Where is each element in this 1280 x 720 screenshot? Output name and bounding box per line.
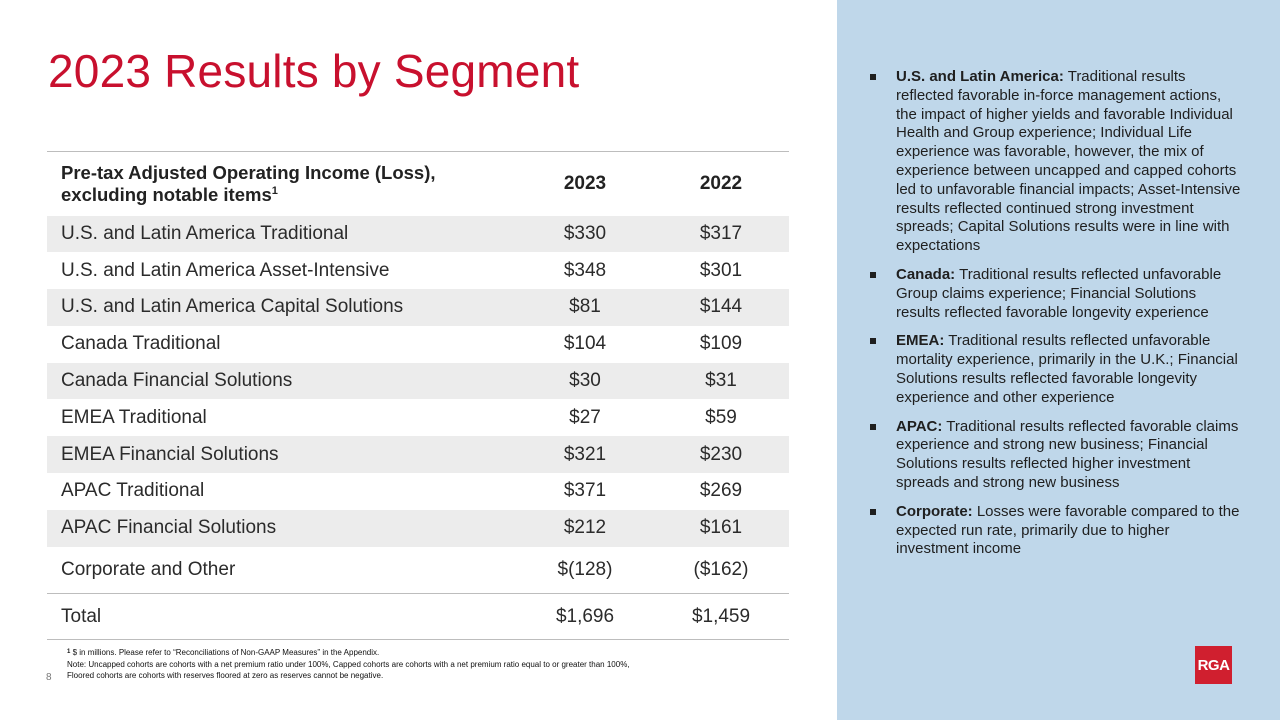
row-label: Canada Traditional [61,333,221,355]
row-label: APAC Financial Solutions [61,517,277,539]
value-2023: $371 [563,480,607,502]
list-item: EMEA: Traditional results reflected unfa… [868,332,1243,407]
row-label: EMEA Traditional [61,406,207,428]
footnote-1-marker: 1 [67,649,71,655]
square-bullet-icon [870,508,876,515]
total-2023: $1,696 [555,605,615,627]
value-2023: $27 [569,406,601,428]
bullet-text: Traditional results reflected favorable … [896,417,1239,491]
bullet-text: Traditional results reflected favorable … [896,68,1241,255]
bullet-text: Traditional results reflected unfavorabl… [896,332,1238,406]
row-label: Canada Financial Solutions [61,370,293,392]
side-panel [837,0,1280,720]
value-2022: $317 [699,222,743,244]
footnotes: 1 $ in millions. Please refer to “Reconc… [67,647,827,682]
bullet-text: Traditional results reflected unfavorabl… [896,265,1222,321]
table-row: APAC Financial Solutions $212 $161 [47,509,789,547]
table-row: APAC Traditional $371 $269 [47,473,789,510]
footnote-1: 1 $ in millions. Please refer to “Reconc… [67,647,827,659]
total-2022: $1,459 [691,605,751,627]
value-2022: ($162) [693,558,749,580]
row-label: U.S. and Latin America Traditional [61,222,349,244]
footnote-note-line2: Floored cohorts are cohorts with reserve… [67,671,384,680]
row-label: APAC Traditional [61,480,205,502]
rga-logo: RGA [1195,646,1232,684]
header-metric-label: Pre-tax Adjusted Operating Income (Loss)… [47,152,517,216]
results-table: Pre-tax Adjusted Operating Income (Loss)… [47,151,789,641]
table-header-row: Pre-tax Adjusted Operating Income (Loss)… [47,152,789,216]
table-row: Canada Traditional $104 $109 [47,326,789,363]
square-bullet-icon [870,271,876,278]
commentary-list: U.S. and Latin America: Traditional resu… [868,68,1243,569]
value-2023: $104 [563,333,607,355]
bullet-heading: APAC: [896,417,943,435]
list-item: Corporate: Losses were favorable compare… [868,503,1243,559]
list-item: Canada: Traditional results reflected un… [868,266,1243,322]
total-label: Total [61,605,102,627]
square-bullet-icon [870,423,876,430]
square-bullet-icon [870,74,876,80]
header-footnote-ref: 1 [271,184,278,197]
value-2022: $144 [699,296,743,318]
row-label: Corporate and Other [61,558,236,580]
total-row: Total $1,696 $1,459 [47,593,789,640]
row-label: EMEA Financial Solutions [61,443,279,465]
table-row: U.S. and Latin America Asset-Intensive $… [47,252,789,289]
square-bullet-icon [870,338,876,345]
table-row: EMEA Traditional $27 $59 [47,399,789,436]
value-2022: $109 [699,333,743,355]
value-2022: $269 [699,480,743,502]
value-2023: $212 [563,517,607,539]
page-title: 2023 Results by Segment [48,45,580,97]
table-row: U.S. and Latin America Traditional $330 … [47,215,789,253]
list-item: APAC: Traditional results reflected favo… [868,418,1243,493]
value-2023: $321 [563,443,607,465]
value-2023: $81 [569,296,601,318]
value-2022: $230 [699,443,743,465]
header-2022: 2022 [699,172,743,194]
value-2023: $348 [563,259,607,281]
value-2023: $30 [569,370,601,392]
bullet-heading: EMEA: [896,332,945,350]
bullet-heading: U.S. and Latin America: [896,68,1064,85]
list-item: U.S. and Latin America: Traditional resu… [868,68,1243,256]
row-label: U.S. and Latin America Capital Solutions [61,296,404,318]
header-2023: 2023 [563,172,607,194]
page-number: 8 [46,672,52,683]
value-2022: $31 [705,370,737,392]
table-row: Canada Financial Solutions $30 $31 [47,362,789,400]
value-2023: $330 [563,222,607,244]
bullet-heading: Corporate: [896,502,973,520]
header-label-line2: excluding notable items [61,183,272,205]
footnote-1-text: $ in millions. Please refer to “Reconcil… [72,648,380,657]
table-row: U.S. and Latin America Capital Solutions… [47,289,789,326]
header-label-line1: Pre-tax Adjusted Operating Income (Loss)… [61,161,436,183]
bullet-heading: Canada: [896,265,956,283]
value-2023: $(128) [557,558,613,580]
table-row: Corporate and Other $(128) ($162) [47,547,789,594]
footnote-note-line1: Note: Uncapped cohorts are cohorts with … [67,659,630,669]
value-2022: $301 [699,259,743,281]
value-2022: $59 [705,406,737,428]
value-2022: $161 [699,517,743,539]
row-label: U.S. and Latin America Asset-Intensive [61,259,390,281]
bullet-text: Losses were favorable compared to the ex… [896,502,1240,558]
table-row: EMEA Financial Solutions $321 $230 [47,436,789,474]
